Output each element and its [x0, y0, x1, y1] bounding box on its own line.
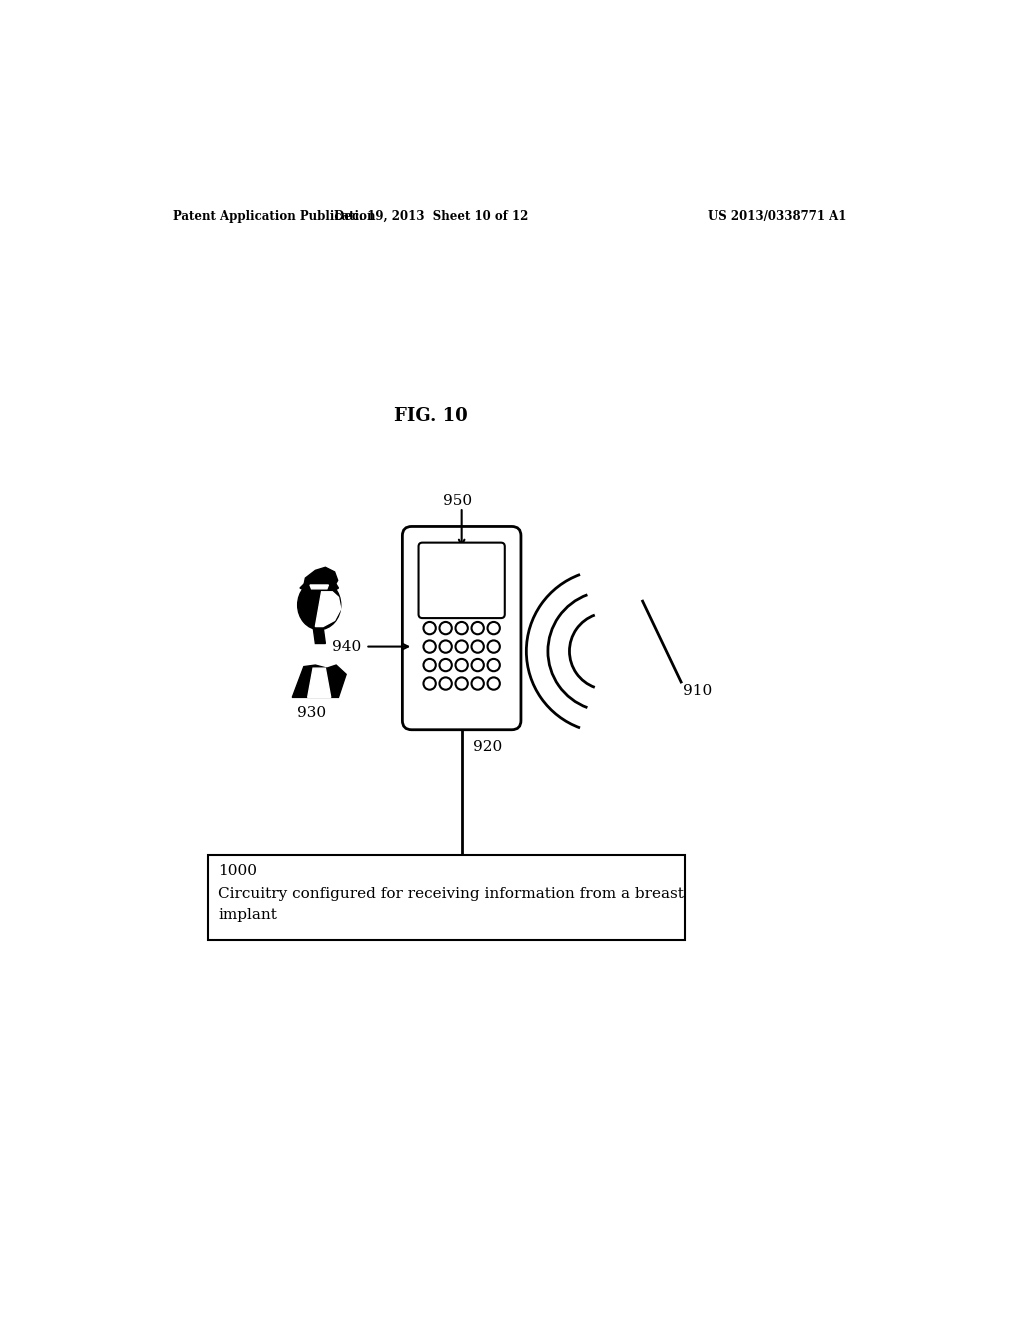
Polygon shape: [307, 668, 331, 697]
Text: implant: implant: [218, 908, 278, 923]
Text: FIG. 10: FIG. 10: [394, 408, 468, 425]
Polygon shape: [292, 665, 346, 697]
Text: US 2013/0338771 A1: US 2013/0338771 A1: [708, 210, 847, 223]
Text: Dec. 19, 2013  Sheet 10 of 12: Dec. 19, 2013 Sheet 10 of 12: [334, 210, 528, 223]
Text: Patent Application Publication: Patent Application Publication: [173, 210, 376, 223]
Ellipse shape: [298, 581, 341, 630]
Polygon shape: [304, 568, 338, 586]
Text: 1000: 1000: [218, 863, 257, 878]
Polygon shape: [315, 583, 341, 627]
Text: 950: 950: [443, 494, 472, 508]
Polygon shape: [313, 627, 326, 644]
Text: 910: 910: [683, 684, 713, 698]
Bar: [208, 855, 685, 940]
FancyBboxPatch shape: [419, 543, 505, 618]
Polygon shape: [310, 585, 329, 589]
FancyBboxPatch shape: [402, 527, 521, 730]
Text: Circuitry configured for receiving information from a breast: Circuitry configured for receiving infor…: [218, 887, 684, 900]
Text: 930: 930: [297, 706, 326, 719]
Text: 920: 920: [473, 739, 503, 754]
Polygon shape: [300, 585, 339, 590]
Text: 940: 940: [333, 640, 361, 653]
